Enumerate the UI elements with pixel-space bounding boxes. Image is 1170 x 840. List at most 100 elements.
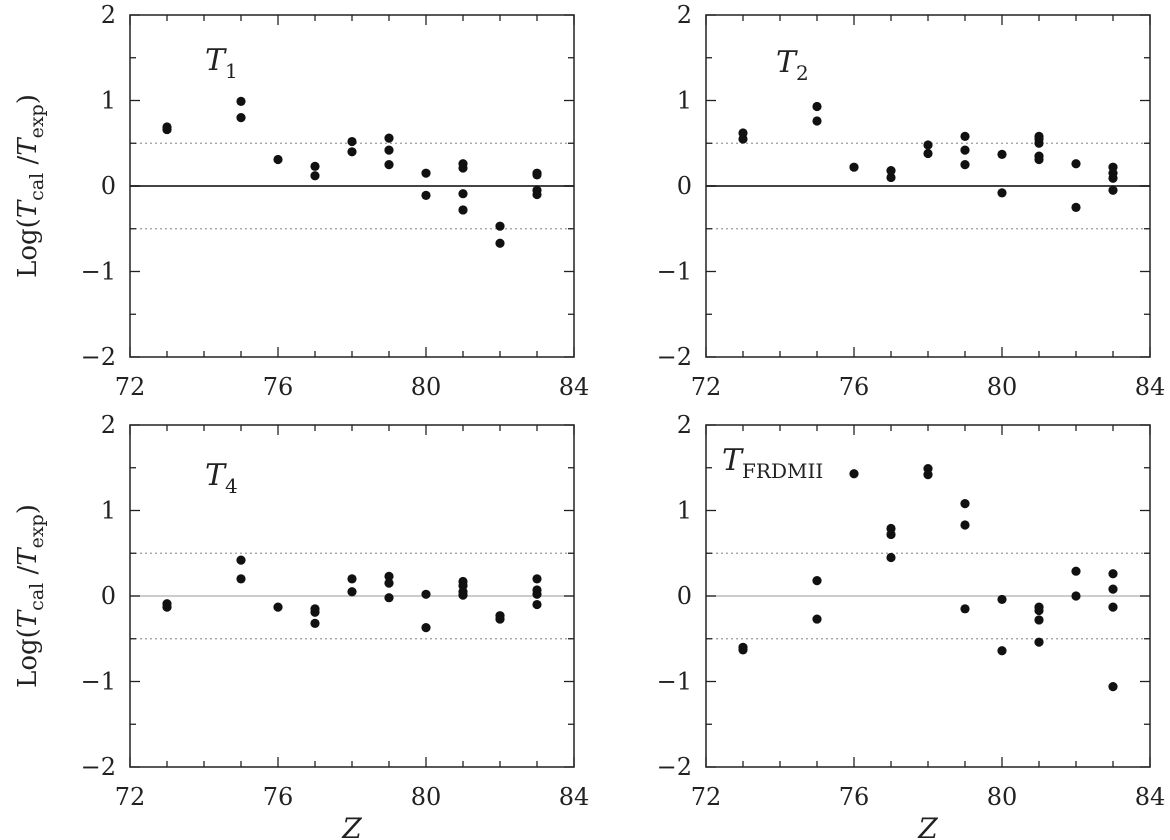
data-point (384, 571, 394, 581)
data-point (1108, 173, 1118, 183)
y-axis-label-part: ) (13, 504, 43, 514)
data-point (421, 589, 431, 599)
data-point (236, 96, 246, 106)
data-point (1108, 584, 1118, 594)
data-point (236, 113, 246, 123)
data-point (886, 172, 896, 183)
y-axis-label-part: Log( (13, 628, 43, 688)
y-tick-label: 0 (101, 172, 116, 200)
data-point (532, 589, 542, 599)
y-tick-label: 1 (677, 497, 692, 525)
y-axis-label-part: T (13, 199, 43, 218)
data-point (458, 590, 468, 600)
data-point (923, 469, 933, 480)
y-tick-label: −2 (657, 343, 692, 371)
y-tick-label: 2 (677, 1, 692, 29)
y-tick-label: 1 (101, 497, 116, 525)
data-point (738, 128, 748, 138)
y-axis-label-part: ) (13, 94, 43, 104)
x-tick-label: 76 (839, 783, 870, 811)
panel-title-main: T (776, 45, 798, 80)
data-point (347, 574, 357, 584)
x-tick-label: 76 (263, 373, 294, 401)
x-tick-label: 76 (263, 783, 294, 811)
y-tick-label: 0 (677, 172, 692, 200)
data-point (458, 163, 468, 173)
y-tick-label: 1 (677, 87, 692, 115)
data-point (310, 618, 320, 628)
x-tick-label: 80 (987, 783, 1018, 811)
y-tick-label: 1 (101, 87, 116, 115)
data-point (738, 645, 748, 655)
data-point (1034, 154, 1044, 165)
data-point (421, 190, 431, 201)
panel-title: T1 (205, 43, 238, 83)
data-point (1034, 138, 1044, 148)
y-axis-label-part: Log( (13, 218, 43, 278)
data-point (886, 166, 896, 176)
y-axis-label-part: cal (26, 583, 48, 611)
panel-title: T4 (205, 458, 238, 498)
data-point (812, 576, 822, 586)
x-axis-label: Z (341, 812, 362, 840)
x-tick-label: 80 (411, 783, 442, 811)
x-tick-label: 84 (559, 783, 590, 811)
data-point (1071, 159, 1081, 169)
data-point (960, 160, 970, 170)
x-tick-label: 72 (691, 783, 722, 811)
data-point (812, 614, 822, 624)
data-point (310, 171, 320, 181)
data-point (347, 147, 357, 157)
data-point (495, 221, 505, 231)
data-point (384, 593, 394, 603)
panel-title-main: T (722, 443, 744, 478)
y-tick-label: −2 (657, 753, 692, 781)
data-point (532, 189, 542, 200)
data-point (997, 594, 1007, 605)
data-point (495, 614, 505, 624)
y-axis-label-part: T (13, 609, 43, 628)
y-axis-label: Log(Tcal /Texp) (13, 504, 48, 688)
panel-title-subscript: 4 (225, 474, 238, 498)
y-axis-label-part: cal (26, 173, 48, 201)
y-axis-label-part: exp (26, 104, 48, 138)
data-point (236, 574, 246, 584)
data-point (384, 133, 394, 143)
y-tick-label: 0 (677, 582, 692, 610)
data-point (1071, 591, 1081, 601)
data-point (849, 469, 859, 479)
data-point (997, 188, 1007, 198)
y-tick-label: −1 (81, 668, 116, 696)
data-point (421, 623, 431, 633)
data-point (886, 552, 896, 563)
data-point (458, 189, 468, 199)
data-point (1071, 202, 1081, 212)
y-axis-label: Log(Tcal /Texp) (13, 94, 48, 278)
y-tick-label: 0 (101, 582, 116, 610)
y-tick-label: −1 (657, 258, 692, 286)
data-point (1108, 185, 1118, 195)
data-point (310, 607, 320, 617)
data-point (923, 140, 933, 150)
data-point (273, 154, 283, 165)
y-axis-label-part: T (13, 137, 43, 156)
panel-title-main: T (205, 43, 227, 78)
data-point (997, 646, 1007, 656)
data-point (1034, 615, 1044, 625)
data-point (960, 131, 970, 142)
panel-4: 72 76 80 84 −2 −1 0 1 2 TFRDMII Z (657, 411, 1166, 840)
data-point (1034, 605, 1044, 616)
data-point (162, 122, 172, 132)
data-point (273, 602, 283, 612)
data-point (236, 555, 246, 565)
data-point (495, 238, 505, 248)
data-point (384, 145, 394, 155)
data-point (532, 170, 542, 180)
data-point (1071, 566, 1081, 576)
x-tick-label: 80 (411, 373, 442, 401)
data-point (886, 529, 896, 540)
panel-title-subscript: FRDMII (742, 459, 823, 483)
y-tick-label: −1 (657, 668, 692, 696)
